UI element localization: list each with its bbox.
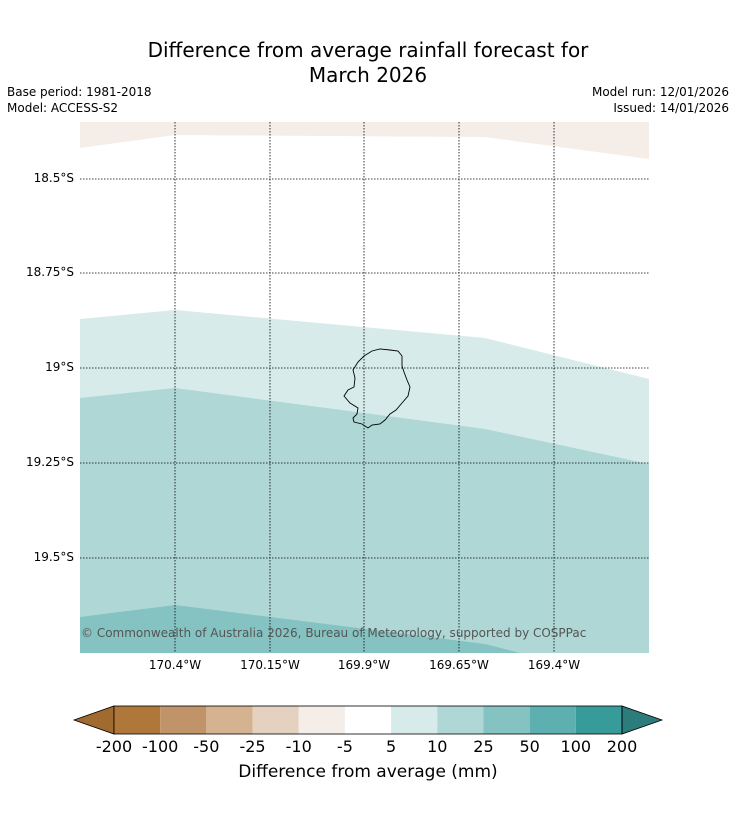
title-line-1: Difference from average rainfall forecas… bbox=[147, 38, 589, 62]
base-period: Base period: 1981-2018 bbox=[7, 85, 152, 99]
colorbar-tick-label: -100 bbox=[142, 737, 179, 756]
meta-right: Model run: 12/01/2026 Issued: 14/01/2026 bbox=[592, 84, 729, 116]
lat-label-19-5: 19.5°S bbox=[33, 550, 74, 564]
lon-label-170-4: 170.4°W bbox=[148, 658, 202, 672]
lat-label-18-75: 18.75°S bbox=[26, 265, 74, 279]
colorbar-segment bbox=[160, 706, 207, 734]
colorbar-segment bbox=[114, 706, 161, 734]
colorbar-tick-label: 10 bbox=[427, 737, 448, 756]
colorbar-segment bbox=[483, 706, 530, 734]
colorbar-segment bbox=[391, 706, 438, 734]
colorbar-extend-low bbox=[72, 705, 115, 735]
colorbar-segment bbox=[575, 706, 622, 734]
region-plus-25 bbox=[80, 605, 520, 653]
lon-label-169-65: 169.65°W bbox=[429, 658, 489, 672]
colorbar-segment bbox=[206, 706, 253, 734]
model-name: Model: ACCESS-S2 bbox=[7, 101, 119, 115]
title-line-2: March 2026 bbox=[308, 63, 428, 87]
colorbar-segment bbox=[344, 706, 392, 734]
colorbar-tick-label: -10 bbox=[285, 737, 312, 756]
colorbar-title: Difference from average (mm) bbox=[238, 762, 498, 782]
colorbar-segment bbox=[437, 706, 484, 734]
colorbar-outline bbox=[113, 705, 623, 735]
colorbar-tick-label: 5 bbox=[385, 737, 397, 756]
model-run: Model run: 12/01/2026 bbox=[591, 85, 729, 99]
colorbar-segment bbox=[298, 706, 345, 734]
lon-label-169-4: 169.4°W bbox=[527, 658, 581, 672]
colorbar-tick-label: -25 bbox=[239, 737, 266, 756]
lat-label-18-5: 18.5°S bbox=[33, 171, 74, 185]
lon-label-170-15: 170.15°W bbox=[240, 658, 300, 672]
colorbar bbox=[72, 705, 664, 735]
region-plus-10 bbox=[80, 388, 649, 653]
island-outline bbox=[343, 348, 411, 429]
copyright-notice: © Commonwealth of Australia 2026, Bureau… bbox=[81, 626, 587, 640]
colorbar-tick-label: -200 bbox=[95, 737, 133, 756]
colorbar-tick-label: 200 bbox=[606, 737, 638, 756]
colorbar-segment bbox=[252, 706, 299, 734]
colorbar-tick-label: 25 bbox=[473, 737, 494, 756]
issued-date: Issued: 14/01/2026 bbox=[613, 101, 729, 115]
lat-label-19-25: 19.25°S bbox=[26, 455, 74, 469]
colorbar-segment bbox=[529, 706, 576, 734]
colorbar-extend-high bbox=[621, 705, 664, 735]
lat-label-19: 19°S bbox=[45, 360, 74, 374]
lon-label-169-9: 169.9°W bbox=[337, 658, 391, 672]
map-area bbox=[80, 122, 649, 653]
colorbar-tick-label: 100 bbox=[560, 737, 592, 756]
map-title: Difference from average rainfall forecas… bbox=[0, 38, 736, 88]
colorbar-tick-label: -5 bbox=[336, 737, 353, 756]
colorbar-tick-label: -50 bbox=[193, 737, 220, 756]
region-minus-5 bbox=[80, 122, 649, 159]
grid-lines bbox=[80, 122, 649, 653]
meta-left: Base period: 1981-2018 Model: ACCESS-S2 bbox=[7, 84, 152, 116]
colorbar-tick-label: 50 bbox=[519, 737, 540, 756]
